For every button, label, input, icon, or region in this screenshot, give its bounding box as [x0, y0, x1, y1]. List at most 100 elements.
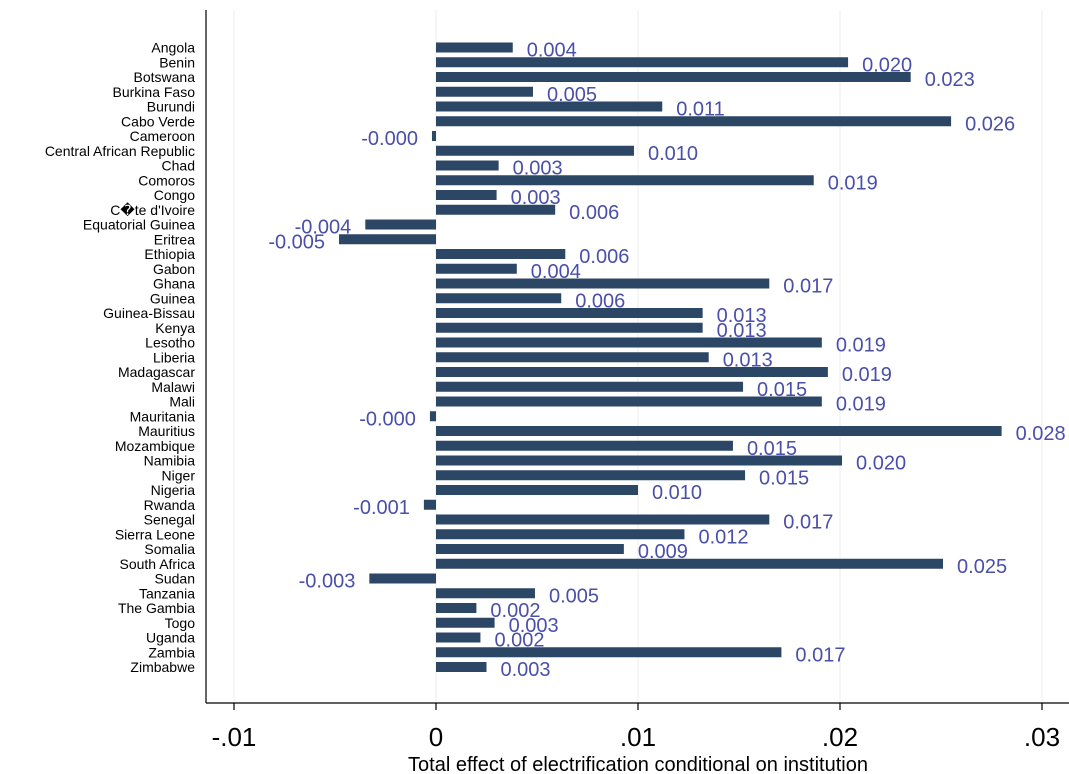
category-label: South Africa: [120, 556, 196, 572]
value-label: 0.020: [862, 54, 912, 76]
bar: [436, 308, 703, 318]
category-label: Sierra Leone: [115, 526, 195, 542]
bar: [436, 160, 499, 171]
bar: [436, 293, 562, 304]
bar: [436, 263, 517, 274]
value-label: 0.019: [828, 172, 878, 194]
value-label: -0.003: [299, 571, 356, 593]
category-label: Mauritania: [130, 408, 196, 424]
value-label: -0.004: [295, 217, 352, 239]
bar: [369, 573, 436, 584]
bar: [436, 57, 849, 68]
x-axis-ticks: -.01 0 .01 .02 .03: [212, 703, 1060, 752]
category-label: Sudan: [155, 571, 195, 587]
bar: [436, 249, 566, 259]
value-label: 0.003: [509, 615, 559, 637]
bar: [423, 499, 436, 510]
bar: [436, 175, 814, 186]
category-label: Tanzania: [139, 585, 195, 601]
bar: [436, 514, 770, 525]
category-label: Equatorial Guinea: [83, 217, 195, 233]
value-label: 0.026: [965, 113, 1015, 135]
x-tick-label: .01: [620, 722, 656, 752]
value-label: -0.000: [361, 128, 418, 150]
category-label: C�te d'Ivoire: [110, 202, 195, 218]
value-label: 0.010: [648, 143, 698, 165]
bar: [436, 647, 782, 658]
value-label: 0.023: [925, 69, 975, 91]
category-label: Kenya: [155, 320, 195, 336]
category-label: Zimbabwe: [130, 659, 195, 675]
category-label: Cabo Verde: [121, 113, 195, 129]
category-label: Uganda: [146, 630, 195, 646]
bar: [436, 617, 495, 628]
bar: [436, 426, 1002, 436]
category-label: Mauritius: [138, 423, 195, 439]
category-label: Ghana: [153, 276, 195, 292]
x-tick-label: -.01: [212, 722, 257, 752]
bar: [436, 485, 638, 495]
category-label: Mali: [169, 394, 195, 410]
bar: [436, 101, 663, 112]
category-label: Malawi: [151, 379, 195, 395]
bar: [429, 411, 436, 422]
category-label: Nigeria: [151, 482, 196, 498]
value-label: 0.015: [757, 379, 807, 401]
category-label: Somalia: [144, 541, 195, 557]
bar: [436, 381, 744, 392]
category-label: The Gambia: [118, 600, 195, 616]
value-label: 0.012: [698, 526, 748, 548]
category-label: Cameroon: [130, 128, 195, 144]
category-label: Zambia: [148, 644, 195, 660]
category-label: Niger: [162, 467, 196, 483]
category-label: Togo: [165, 615, 196, 631]
value-label: 0.006: [575, 290, 625, 312]
bars: [339, 42, 1002, 672]
bar: [431, 131, 436, 141]
bar: [436, 322, 703, 333]
value-label: 0.010: [652, 482, 702, 504]
bar: [436, 662, 487, 672]
bar: [436, 455, 843, 466]
bar: [436, 440, 733, 451]
bar: [436, 544, 624, 554]
bar: [436, 72, 911, 82]
category-label: Senegal: [144, 512, 195, 528]
bar: [339, 234, 436, 245]
value-label: 0.017: [783, 512, 833, 534]
category-label: Gabon: [153, 261, 195, 277]
category-label: Liberia: [153, 349, 195, 365]
value-label: 0.005: [549, 585, 599, 607]
category-label: Ethiopia: [144, 246, 195, 262]
value-label: 0.006: [569, 202, 619, 224]
bar: [436, 337, 822, 348]
value-label: 0.004: [527, 40, 577, 62]
bar: [436, 632, 481, 643]
value-label: 0.003: [513, 158, 563, 180]
category-label: Angola: [151, 40, 195, 56]
value-label: 0.015: [747, 438, 797, 460]
bar: [436, 588, 535, 599]
x-axis-title: Total effect of electrification conditio…: [408, 754, 868, 774]
category-label: Central African Republic: [45, 143, 195, 159]
value-label: 0.002: [490, 600, 540, 622]
category-label: Chad: [162, 158, 195, 174]
category-label: Eritrea: [154, 231, 195, 247]
value-label: 0.003: [511, 187, 561, 209]
value-label: -0.001: [353, 497, 410, 519]
value-label: 0.017: [795, 644, 845, 666]
x-tick-label: 0: [429, 722, 443, 752]
category-label: Mozambique: [115, 438, 195, 454]
category-label: Comoros: [138, 172, 195, 188]
category-label: Congo: [154, 187, 195, 203]
value-label: 0.003: [501, 659, 551, 681]
category-label: Guinea: [150, 290, 195, 306]
value-label: 0.025: [957, 556, 1007, 578]
value-label: 0.019: [836, 394, 886, 416]
bar: [436, 42, 513, 53]
bar: [436, 204, 556, 215]
bar: [436, 352, 709, 363]
x-tick-label: .02: [822, 722, 858, 752]
